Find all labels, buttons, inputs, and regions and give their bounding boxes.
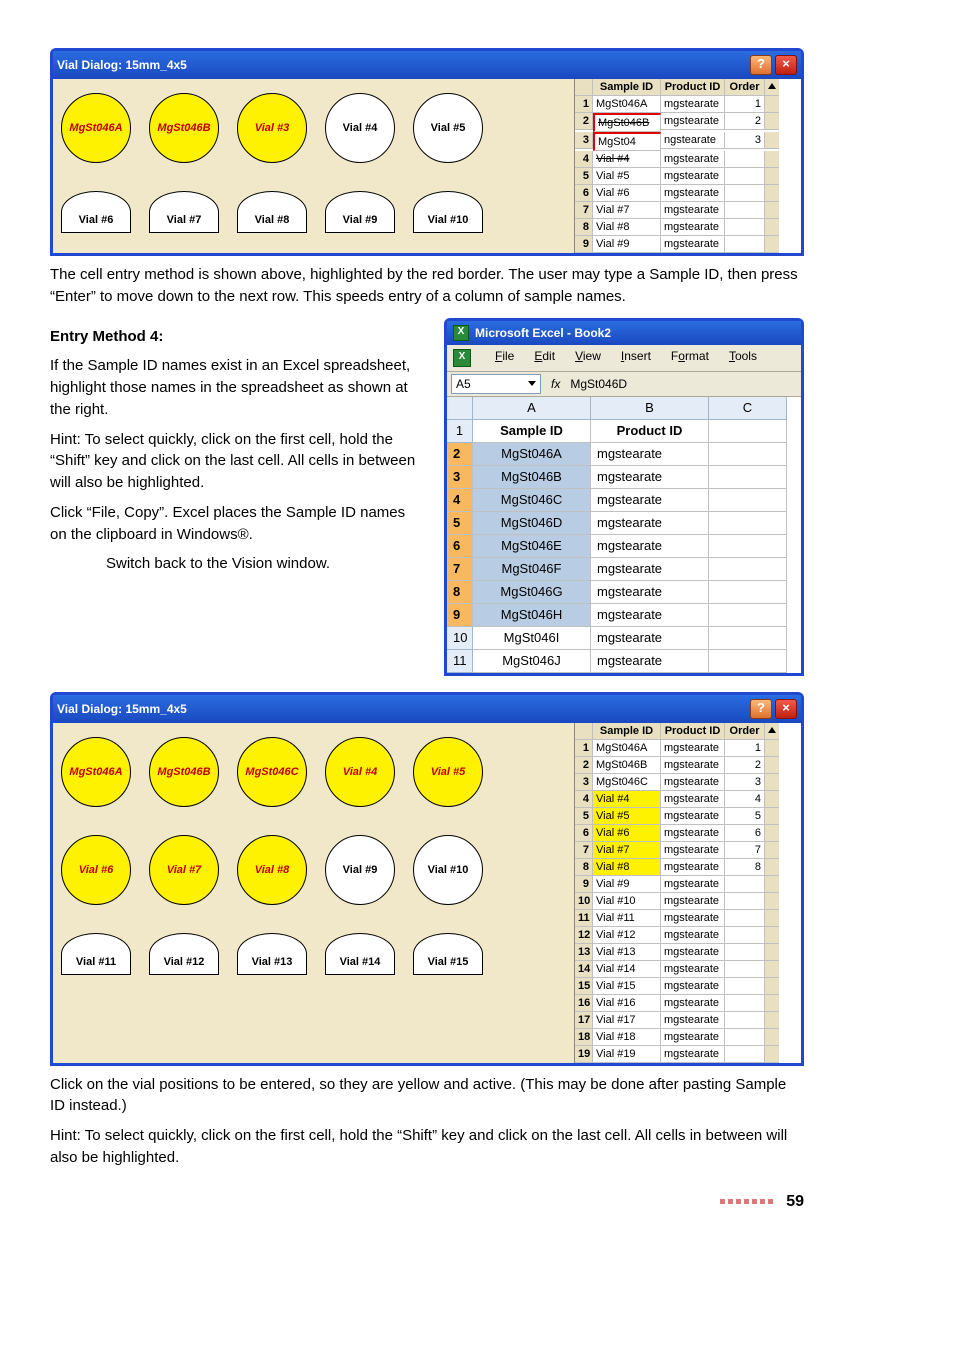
vial[interactable]: MgSt046A	[61, 737, 131, 807]
page-number-value: 59	[786, 1193, 804, 1210]
vial[interactable]: Vial #9	[325, 835, 395, 905]
window-title: Vial Dialog: 15mm_4x5	[57, 58, 747, 72]
vial-row: Vial #11 Vial #12 Vial #13 Vial #14 Vial #15	[61, 933, 566, 975]
vial[interactable]: Vial #8	[237, 835, 307, 905]
excel-doc-icon: X	[453, 349, 471, 367]
body-text: Click on the vial positions to be entere…	[50, 1074, 804, 1118]
vial[interactable]: Vial #11	[61, 933, 131, 975]
entry-method-4-heading: Entry Method 4:	[50, 328, 163, 345]
sample-grid: Sample IDProduct IDOrder1MgSt046Amgstear…	[574, 723, 801, 1063]
vial[interactable]: Vial #15	[413, 933, 483, 975]
vial[interactable]: Vial #12	[149, 933, 219, 975]
menu-tools[interactable]: Tools	[729, 349, 757, 367]
formula-value: MgSt046D	[570, 377, 627, 391]
page-dots	[720, 1193, 776, 1210]
vial[interactable]: Vial #7	[149, 835, 219, 905]
vial[interactable]: MgSt046A	[61, 93, 131, 163]
body-text: Switch back to the Vision window.	[50, 553, 424, 575]
scroll-up-icon[interactable]	[765, 723, 779, 740]
sample-grid: Sample IDProduct IDOrder1MgSt046Amgstear…	[574, 79, 801, 253]
vial[interactable]: Vial #5	[413, 93, 483, 163]
vial[interactable]: MgSt046B	[149, 93, 219, 163]
titlebar[interactable]: Vial Dialog: 15mm_4x5 ? ×	[53, 695, 801, 723]
dialog-body: MgSt046A MgSt046B MgSt046C Vial #4 Vial #5 V…	[53, 723, 801, 1063]
menu-format[interactable]: Format	[671, 349, 709, 367]
fx-label[interactable]: fx	[551, 377, 560, 391]
vial-row: MgSt046A MgSt046B Vial #3 Vial #4 Vial #5	[61, 93, 566, 163]
vial[interactable]: Vial #6	[61, 835, 131, 905]
vial-dialog-1: Vial Dialog: 15mm_4x5 ? × MgSt046AMgSt04…	[50, 48, 804, 256]
vial[interactable]: Vial #9	[325, 191, 395, 233]
formula-bar[interactable]: A5 fx MgSt046D	[447, 372, 801, 397]
vial[interactable]: Vial #4	[325, 737, 395, 807]
body-text: If the Sample ID names exist in an Excel…	[50, 355, 424, 420]
vial[interactable]: Vial #4	[325, 93, 395, 163]
vial-dialog-2: Vial Dialog: 15mm_4x5 ? × MgSt046AMgSt04…	[50, 692, 804, 1066]
body-text: Hint: To select quickly, click on the fi…	[50, 1125, 804, 1169]
body-text: Hint: To select quickly, click on the fi…	[50, 429, 424, 494]
vial-row: Vial #6 Vial #7 Vial #8 Vial #9 Vial #10	[61, 191, 566, 233]
vial[interactable]: Vial #8	[237, 191, 307, 233]
dropdown-icon[interactable]	[528, 381, 536, 386]
scroll-up-icon[interactable]	[765, 79, 779, 96]
titlebar[interactable]: Vial Dialog: 15mm_4x5 ? ×	[53, 51, 801, 79]
vial[interactable]: Vial #3	[237, 93, 307, 163]
menu-view[interactable]: View	[575, 349, 601, 367]
menu-insert[interactable]: Insert	[621, 349, 651, 367]
vial[interactable]: Vial #10	[413, 191, 483, 233]
menu-edit[interactable]: Edit	[534, 349, 555, 367]
vial-row: Vial #6 Vial #7 Vial #8 Vial #9 Vial #10	[61, 835, 566, 905]
excel-icon: X	[453, 325, 469, 341]
body-text: Click “File, Copy”. Excel places the Sam…	[50, 502, 424, 546]
vial[interactable]: Vial #7	[149, 191, 219, 233]
excel-grid[interactable]: ABC1Sample IDProduct ID2MgSt046Amgsteara…	[447, 397, 801, 673]
vial[interactable]: Vial #6	[61, 191, 131, 233]
vial[interactable]: Vial #10	[413, 835, 483, 905]
excel-menubar[interactable]: X File Edit View Insert Format Tools	[447, 345, 801, 372]
window-title: Vial Dialog: 15mm_4x5	[57, 702, 747, 716]
name-box[interactable]: A5	[451, 374, 541, 394]
menu-file[interactable]: File	[495, 349, 514, 367]
close-icon[interactable]: ×	[775, 55, 797, 75]
vial-area: MgSt046A MgSt046B MgSt046C Vial #4 Vial #5 V…	[53, 723, 574, 1063]
vial[interactable]: Vial #5	[413, 737, 483, 807]
excel-titlebar[interactable]: X Microsoft Excel - Book2	[447, 321, 801, 345]
help-icon[interactable]: ?	[750, 699, 772, 719]
vial-area: MgSt046A MgSt046B Vial #3 Vial #4 Vial #5 Vi…	[53, 79, 574, 253]
excel-title: Microsoft Excel - Book2	[475, 326, 611, 340]
name-box-value: A5	[456, 377, 471, 391]
vial[interactable]: Vial #14	[325, 933, 395, 975]
help-icon[interactable]: ?	[750, 55, 772, 75]
excel-window: X Microsoft Excel - Book2 X File Edit Vi…	[444, 318, 804, 676]
two-column: Entry Method 4: If the Sample ID names e…	[50, 318, 804, 676]
vial[interactable]: MgSt046B	[149, 737, 219, 807]
text-column: Entry Method 4: If the Sample ID names e…	[50, 318, 424, 676]
vial[interactable]: Vial #13	[237, 933, 307, 975]
excel-column: X Microsoft Excel - Book2 X File Edit Vi…	[444, 318, 804, 676]
vial[interactable]: MgSt046C	[237, 737, 307, 807]
body-text: The cell entry method is shown above, hi…	[50, 264, 804, 308]
dialog-body: MgSt046A MgSt046B Vial #3 Vial #4 Vial #5 Vi…	[53, 79, 801, 253]
page-number: 59	[50, 1193, 804, 1211]
close-icon[interactable]: ×	[775, 699, 797, 719]
vial-row: MgSt046A MgSt046B MgSt046C Vial #4 Vial #5	[61, 737, 566, 807]
